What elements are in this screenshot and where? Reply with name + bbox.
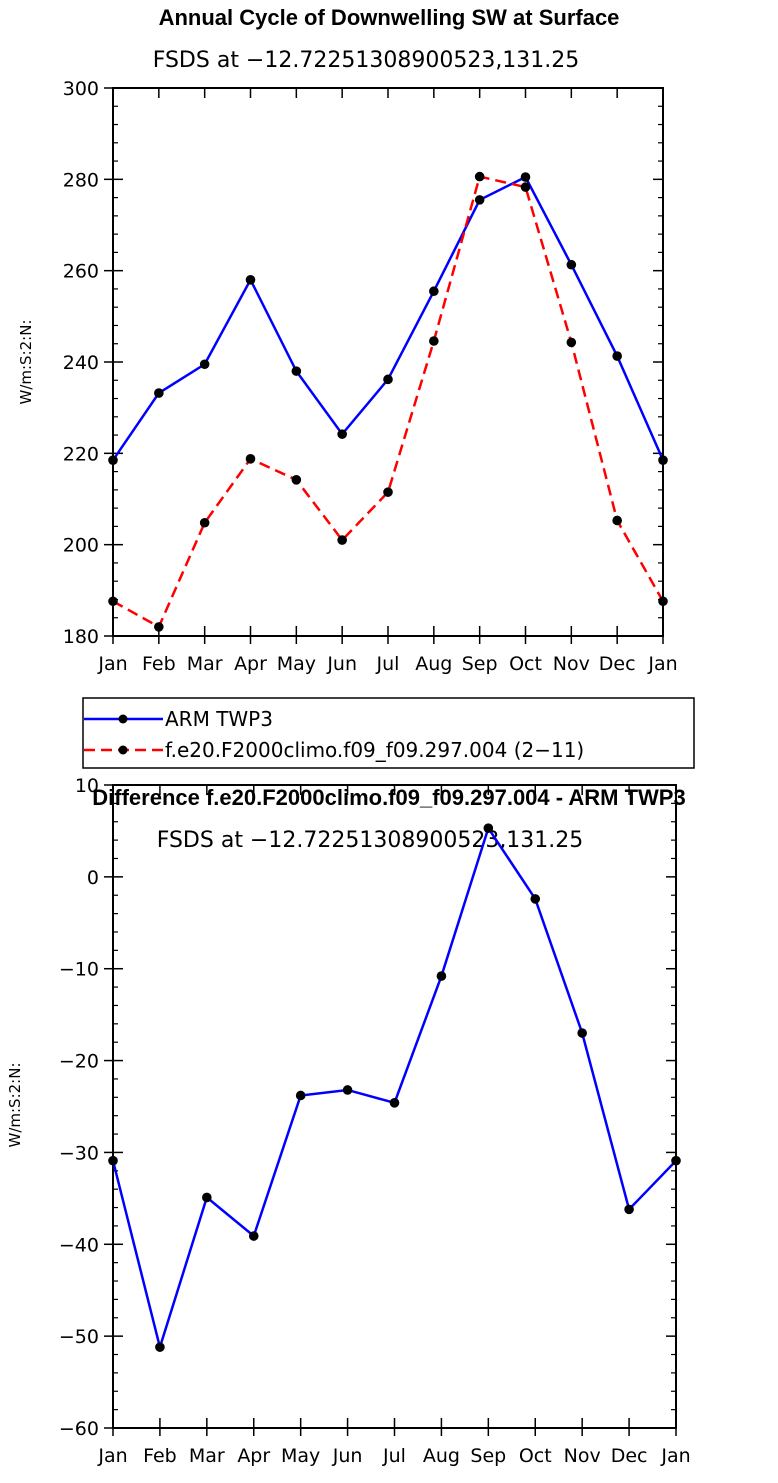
chart-1-series-2-point xyxy=(245,454,256,464)
chart-1-series-1-line xyxy=(111,175,665,461)
chart-1-series-2-point xyxy=(199,517,210,528)
chart-1-series-1-point xyxy=(383,374,393,385)
chart-1-y-tick-label: 280 xyxy=(63,169,99,191)
chart-1-series-1-point xyxy=(199,359,210,370)
chart-2-y-tick-label: −50 xyxy=(59,1326,99,1348)
chart-1-y-tick-label: 200 xyxy=(63,535,99,557)
chart-1-series-2-point xyxy=(108,596,118,607)
chart-2-y-tick-label: −20 xyxy=(59,1051,99,1073)
chart-2-y-tick-label: −30 xyxy=(59,1142,99,1164)
chart-1-series-1-point xyxy=(154,388,164,398)
chart-1-series-1-point xyxy=(474,195,485,205)
chart-1-series-2-point xyxy=(291,475,302,485)
chart-2-x-tick-label: Feb xyxy=(143,1445,177,1467)
chart-1-plot-area: 180 200 220 240 260 280 300 Jan Feb Mar Apr May Jun J… xyxy=(63,78,678,675)
chart-1-x-tick-label: Feb xyxy=(142,653,176,675)
chart-1-series-2-line xyxy=(112,175,665,629)
chart-2-x-tick-label: Jun xyxy=(332,1445,363,1467)
chart-2-title: Difference f.e20.F2000climo.f09_f09.297.… xyxy=(92,785,685,810)
chart-2-series-1-point xyxy=(248,1231,259,1241)
legend-marker-model xyxy=(118,745,128,755)
chart-1-x-tick-label: Jan xyxy=(647,653,677,675)
chart-1-series-1-point xyxy=(337,429,347,439)
chart-2-series-1-point xyxy=(483,823,494,833)
chart-1-x-tick-label: Dec xyxy=(599,653,636,675)
chart-2-x-tick-label: Nov xyxy=(564,1445,601,1467)
chart-2-x-tick-label: Jul xyxy=(382,1445,406,1467)
chart-2-y-tick-label: −40 xyxy=(59,1234,99,1256)
chart-1-series-2-point xyxy=(612,515,622,526)
chart-2-y-tick-label: 10 xyxy=(75,775,99,797)
chart-1-series-2-point xyxy=(474,171,485,182)
chart-1-series-2-point xyxy=(429,336,439,346)
chart-1-series-1-point xyxy=(658,455,668,465)
chart-1-series-2-point xyxy=(658,596,668,607)
chart-1-title: Annual Cycle of Downwelling SW at Surfac… xyxy=(159,5,620,30)
chart-2-series-1-point xyxy=(530,894,541,904)
chart-1-x-tick-label: May xyxy=(277,653,316,675)
chart-1-series-1-point xyxy=(108,455,118,465)
chart-2-x-tick-label: Mar xyxy=(189,1445,225,1467)
chart-1-y-tick-label: 180 xyxy=(63,626,99,648)
chart-1-series-2-point xyxy=(337,535,347,545)
chart-2-series-1-point xyxy=(108,1155,118,1166)
chart-1-series-2-point xyxy=(383,487,393,497)
chart-2-x-tick-label: Sep xyxy=(470,1445,506,1467)
chart-2-x-tick-label: Dec xyxy=(611,1445,648,1467)
chart-2-series-1-point xyxy=(202,1192,212,1203)
chart-2-x-tick-label: Jan xyxy=(97,1445,127,1467)
chart-2-x-tick-label: May xyxy=(281,1445,320,1467)
legend-label-arm-twp3: ARM TWP3 xyxy=(165,707,273,731)
chart-1-x-tick-label: Jan xyxy=(97,653,127,675)
chart-2-series-1-point xyxy=(295,1090,306,1101)
chart-2-x-tick-label: Apr xyxy=(237,1445,270,1467)
chart-2-series-1-point xyxy=(577,1028,587,1038)
chart-1-y-axis-label: W/m:S:2:N: xyxy=(17,320,35,405)
chart-1-y-tick-label: 300 xyxy=(63,78,99,100)
legend-label-model: f.e20.F2000climo.f09_f09.297.004 (2−11) xyxy=(165,738,584,762)
chart-1-series-2-point xyxy=(154,622,164,632)
chart-1-x-tick-label: Mar xyxy=(187,653,223,675)
chart-1-series-1-point xyxy=(245,275,256,285)
chart-2-subtitle: FSDS at −12.72251308900523,131.25 xyxy=(157,828,584,853)
chart-2-plot-area: −60 −50 −40 −30 −20 −10 0 10 Jan Feb Mar Apr May Jun J… xyxy=(59,775,691,1467)
chart-1-y-tick-label: 240 xyxy=(63,352,99,374)
chart-1-x-tick-label: Oct xyxy=(509,653,542,675)
chart-1-x-tick-label: Sep xyxy=(462,653,498,675)
chart-1-x-tick-label: Apr xyxy=(234,653,267,675)
legend-box xyxy=(82,697,695,769)
chart-1-x-tick-label: Aug xyxy=(415,653,452,675)
chart-2-y-axis-label: W/m:S:2:N: xyxy=(6,1063,24,1148)
chart-2-series-1-point xyxy=(155,1342,165,1352)
chart-1-series-1-point xyxy=(566,259,577,270)
legend-marker-arm-twp3 xyxy=(118,714,128,724)
chart-2-series-1-point xyxy=(389,1098,400,1108)
chart-1-series-1-point xyxy=(612,351,622,361)
chart-2-series-1-point xyxy=(436,971,447,981)
chart-2-series-1-point xyxy=(671,1155,681,1166)
chart-1-series-2-point xyxy=(566,337,577,348)
chart-1-series-1-point xyxy=(429,286,439,297)
chart-1-series-1-point xyxy=(291,366,302,376)
chart-2-x-tick-label: Jan xyxy=(660,1445,690,1467)
legend: ARM TWP3 f.e20.F2000climo.f09_f09.297.00… xyxy=(82,697,695,769)
chart-2-series-1-point xyxy=(624,1204,634,1215)
chart-2-x-tick-label: Oct xyxy=(519,1445,552,1467)
chart-1-series-2-point xyxy=(520,182,531,192)
chart-1-subtitle: FSDS at −12.72251308900523,131.25 xyxy=(153,48,580,73)
chart-1-series-1-point xyxy=(520,172,531,182)
chart-2-series-1-point xyxy=(342,1085,353,1095)
chart-1-y-tick-label: 220 xyxy=(63,443,99,465)
chart-1-x-tick-label: Nov xyxy=(553,653,590,675)
chart-1-y-tick-label: 260 xyxy=(63,261,99,283)
chart-2-x-tick-label: Aug xyxy=(423,1445,460,1467)
chart-2-y-tick-label: 0 xyxy=(87,867,99,889)
chart-2-y-tick-label: −10 xyxy=(59,959,99,981)
chart-2-series-1-line xyxy=(111,825,677,1352)
chart-1-x-tick-label: Jun xyxy=(326,653,357,675)
chart-1-x-tick-label: Jul xyxy=(376,653,400,675)
chart-2-y-tick-label: −60 xyxy=(59,1418,99,1440)
chart-1-frame xyxy=(112,87,664,637)
